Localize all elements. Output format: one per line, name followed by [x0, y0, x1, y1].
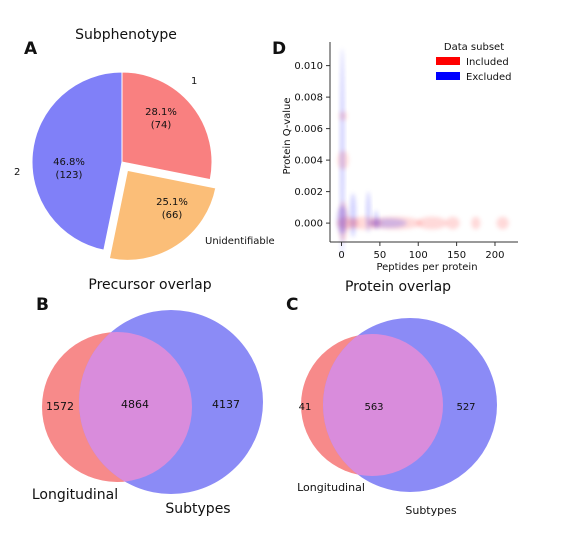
pie-title: Subphenotype [75, 27, 177, 43]
venn-precursor-overlap-count: 4864 [121, 398, 149, 411]
y-tick-label: 0.010 [294, 61, 323, 72]
y-tick-label: 0.008 [294, 93, 323, 104]
pie-slice-unidentifiable [108, 169, 217, 261]
pie-percent-1: 28.1% [145, 107, 177, 118]
pie-label-unidentifiable: Unidentifiable [205, 236, 275, 247]
venn-protein-overlap-count: 563 [364, 402, 383, 413]
x-tick-label: 100 [409, 250, 428, 261]
density-blob-excluded-2 [349, 193, 357, 238]
y-tick-label: 0.002 [294, 187, 323, 198]
panel-letter-b: B [36, 295, 49, 315]
pie-count-unidentifiable: (66) [162, 210, 183, 221]
pie-slice-2 [31, 71, 123, 251]
venn-precursor-right-label: Subtypes [165, 501, 230, 517]
y-tick-label: 0.004 [294, 156, 323, 167]
pie-percent-unidentifiable: 25.1% [156, 197, 188, 208]
venn-precursor-overlap [79, 332, 192, 482]
pie-label-2: 2 [14, 167, 20, 178]
x-tick-label: 200 [485, 250, 504, 261]
panel-letter-a: A [24, 39, 38, 59]
venn-protein-left-count: 41 [299, 402, 312, 413]
density-blob-excluded-3 [366, 191, 371, 233]
pie-slice-1 [121, 71, 213, 181]
legend-excluded-swatch [436, 72, 460, 80]
venn-protein-right-count: 527 [456, 402, 475, 413]
pie-count-2: (123) [56, 170, 83, 181]
venn-protein: Protein overlap 41 563 527 Longitudinal … [297, 279, 497, 517]
venn-precursor-left-label: Longitudinal [32, 487, 118, 503]
density-y-axis-label: Protein Q-value [282, 97, 293, 174]
x-tick-label: 50 [374, 250, 387, 261]
venn-protein-title: Protein overlap [345, 279, 451, 295]
legend-title: Data subset [444, 42, 504, 53]
legend-excluded-label: Excluded [466, 72, 512, 83]
venn-precursor-title: Precursor overlap [88, 277, 211, 293]
pie-percent-2: 46.8% [53, 157, 85, 168]
density-blob-included-6 [416, 216, 448, 230]
density-blob-included-9 [496, 216, 509, 230]
venn-protein-right-label: Subtypes [405, 504, 457, 517]
density-blob-excluded-5 [368, 218, 407, 228]
pie-count-1: (74) [151, 120, 172, 131]
density-blobs [336, 48, 509, 257]
legend-included-swatch [436, 57, 460, 65]
density-legend: Data subset Included Excluded [436, 42, 512, 83]
x-tick-label: 150 [447, 250, 466, 261]
y-tick-label: 0.000 [294, 219, 323, 230]
panel-letter-d: D [272, 39, 286, 59]
density-blob-included-7 [445, 216, 460, 230]
density-x-ticks: 0 50 100 150 200 [338, 242, 505, 261]
density-blob-included-8 [471, 216, 481, 230]
legend-included-label: Included [466, 57, 509, 68]
density-x-axis-label: Peptides per protein [376, 262, 477, 273]
pie-label-1: 1 [191, 76, 197, 87]
density-plot: 0 50 100 150 200 0.0000.0020.0040.0060.0080.… [282, 42, 518, 273]
panel-letter-c: C [286, 295, 298, 315]
density-blob-excluded-0 [339, 48, 345, 257]
venn-precursor-right-count: 4137 [212, 398, 240, 411]
venn-precursor-left-count: 1572 [46, 400, 74, 413]
venn-protein-overlap [323, 334, 443, 476]
density-blob-excluded-1 [336, 205, 348, 235]
y-tick-label: 0.006 [294, 124, 323, 135]
x-tick-label: 0 [338, 250, 344, 261]
venn-precursor: Precursor overlap 1572 4864 4137 Longitu… [32, 277, 263, 517]
venn-protein-left-label: Longitudinal [297, 481, 365, 494]
density-y-ticks: 0.000 0.002 0.004 0.006 0.008 0.010 [294, 61, 330, 230]
pie-chart: Subphenotype 1 2 Unidentifiable 28.1% (7… [14, 27, 275, 261]
